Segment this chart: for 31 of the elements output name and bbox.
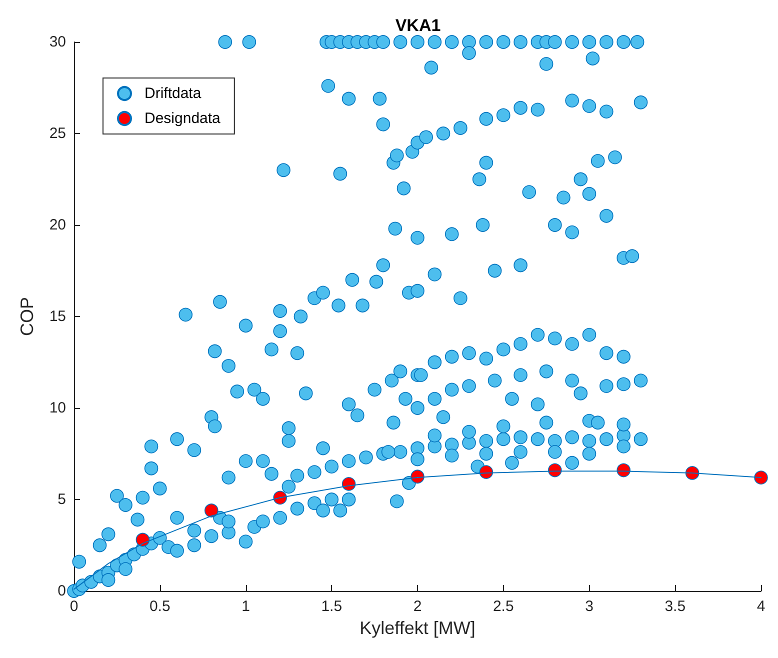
x-axis-title: Kyleffekt [MW] — [360, 618, 476, 638]
x-tick-label: 2.5 — [492, 598, 514, 615]
x-tick-label: 1 — [242, 598, 250, 615]
point — [548, 463, 562, 478]
x-tick-label: 3.5 — [664, 598, 686, 615]
point — [342, 477, 356, 491]
y-axis-title: COP — [17, 296, 37, 336]
x-tick-label: 4 — [756, 598, 766, 615]
x-tick-label: 0.5 — [149, 598, 170, 615]
x-tick-label: 2 — [413, 598, 422, 615]
point — [136, 532, 150, 547]
point — [479, 465, 494, 479]
point — [754, 470, 768, 484]
y-tick-label: 15 — [49, 308, 66, 325]
point — [204, 504, 218, 518]
x-tick-label: 1.5 — [321, 598, 342, 615]
point — [616, 463, 630, 478]
y-tick-label: 25 — [49, 125, 66, 142]
legend-label: Designdata — [144, 110, 222, 127]
point — [410, 470, 424, 484]
point — [273, 490, 287, 505]
legend-label: Driftdata — [144, 85, 202, 102]
chart-title: VKA1 — [395, 16, 441, 35]
y-tick-label: 30 — [49, 34, 66, 50]
y-tick-label: 20 — [49, 216, 66, 234]
y-tick-label: 5 — [58, 491, 66, 508]
y-tick-label: 0 — [58, 582, 66, 600]
point — [685, 466, 700, 480]
y-tick-label: 10 — [49, 400, 66, 416]
x-tick-label: 0 — [70, 598, 78, 615]
x-tick-label: 3 — [585, 598, 594, 615]
